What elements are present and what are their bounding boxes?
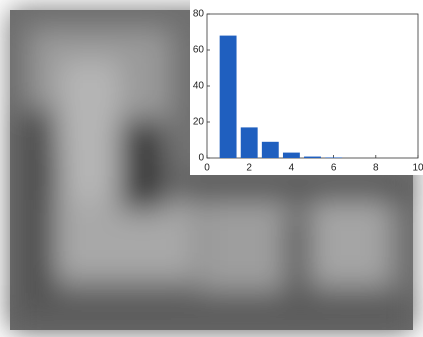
- x-tick-label: 2: [246, 163, 252, 174]
- bar: [220, 36, 237, 158]
- x-tick-label: 6: [331, 163, 337, 174]
- bar: [283, 153, 300, 158]
- x-tick-label: 4: [289, 163, 295, 174]
- bar: [304, 157, 321, 158]
- y-tick-label: 20: [193, 117, 205, 128]
- bar: [325, 157, 342, 158]
- x-tick-label: 10: [412, 163, 423, 174]
- page: {"chart_data": {"type": "bar", "x": [1, …: [0, 0, 423, 337]
- y-tick-label: 60: [193, 45, 205, 56]
- bar: [241, 127, 258, 158]
- y-tick-label: 40: [193, 81, 205, 92]
- figure: 0204060800246810: [0, 0, 423, 337]
- x-tick-label: 0: [204, 163, 210, 174]
- y-tick-label: 80: [193, 9, 205, 20]
- x-tick-label: 8: [373, 163, 379, 174]
- bar: [262, 142, 279, 158]
